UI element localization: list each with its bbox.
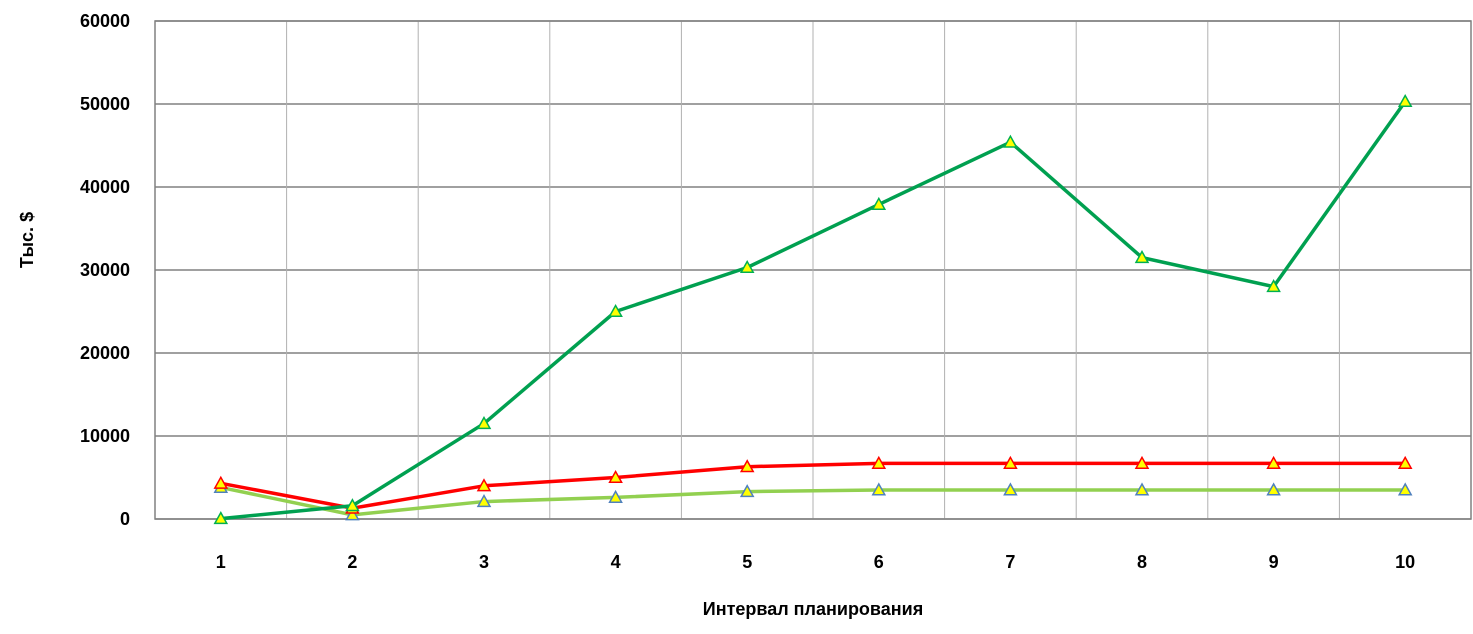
- data-point-marker: [739, 484, 755, 498]
- series-line: [220, 100, 1407, 521]
- data-point-marker: [1266, 455, 1281, 469]
- data-point-marker: [608, 489, 623, 503]
- data-point-marker: [1397, 455, 1413, 469]
- x-axis-ticks: 1 2 3 4 5 6 7 8 9 10: [216, 552, 1415, 572]
- data-point-marker: [1397, 482, 1413, 496]
- data-point-marker: [476, 478, 492, 492]
- x-tick-label: 9: [1269, 552, 1279, 572]
- x-tick-label: 10: [1395, 552, 1415, 572]
- data-point-marker: [1003, 134, 1018, 148]
- data-point-marker: [871, 455, 887, 469]
- series-line: [220, 461, 1406, 510]
- data-point-marker: [1003, 455, 1018, 469]
- data-point-marker: [345, 498, 360, 512]
- data-point-marker: [608, 469, 623, 484]
- x-tick-label: 2: [347, 552, 357, 572]
- x-tick-label: 1: [216, 552, 226, 572]
- data-point-marker: [871, 196, 887, 210]
- data-point-marker: [1266, 482, 1281, 496]
- x-tick-label: 5: [742, 552, 752, 572]
- y-axis-title: Тыс. $: [17, 212, 37, 268]
- plot-area-border: [154, 20, 1472, 520]
- y-tick-label: 0: [120, 509, 130, 529]
- y-axis-ticks: 0 10000 20000 30000 40000 50000 60000: [80, 11, 130, 529]
- data-point-marker: [1266, 279, 1281, 293]
- data-point-marker: [1134, 482, 1150, 496]
- y-tick-label: 20000: [80, 343, 130, 363]
- data-point-marker: [476, 494, 492, 508]
- x-tick-label: 8: [1137, 552, 1147, 572]
- data-point-marker: [1134, 250, 1150, 264]
- x-axis-title: Интервал планирования: [703, 599, 923, 619]
- data-point-marker: [345, 507, 360, 521]
- y-tick-label: 60000: [80, 11, 130, 31]
- series-group: [213, 93, 1413, 525]
- x-tick-label: 6: [874, 552, 884, 572]
- y-tick-label: 40000: [80, 177, 130, 197]
- data-point-marker: [213, 511, 229, 525]
- series-line: [220, 485, 1406, 517]
- data-point-marker: [1003, 482, 1018, 496]
- y-tick-label: 10000: [80, 426, 130, 446]
- data-point-marker: [739, 459, 755, 473]
- x-tick-label: 7: [1005, 552, 1015, 572]
- x-tick-label: 3: [479, 552, 489, 572]
- y-tick-label: 30000: [80, 260, 130, 280]
- data-point-marker: [608, 303, 623, 318]
- grid: [154, 20, 1472, 520]
- data-point-marker: [739, 259, 755, 274]
- data-point-marker: [1134, 455, 1150, 469]
- data-point-marker: [213, 475, 229, 489]
- y-tick-label: 50000: [80, 94, 130, 114]
- data-point-marker: [476, 416, 492, 430]
- x-tick-label: 4: [611, 552, 621, 572]
- data-point-marker: [1397, 93, 1413, 108]
- data-point-marker: [871, 482, 887, 496]
